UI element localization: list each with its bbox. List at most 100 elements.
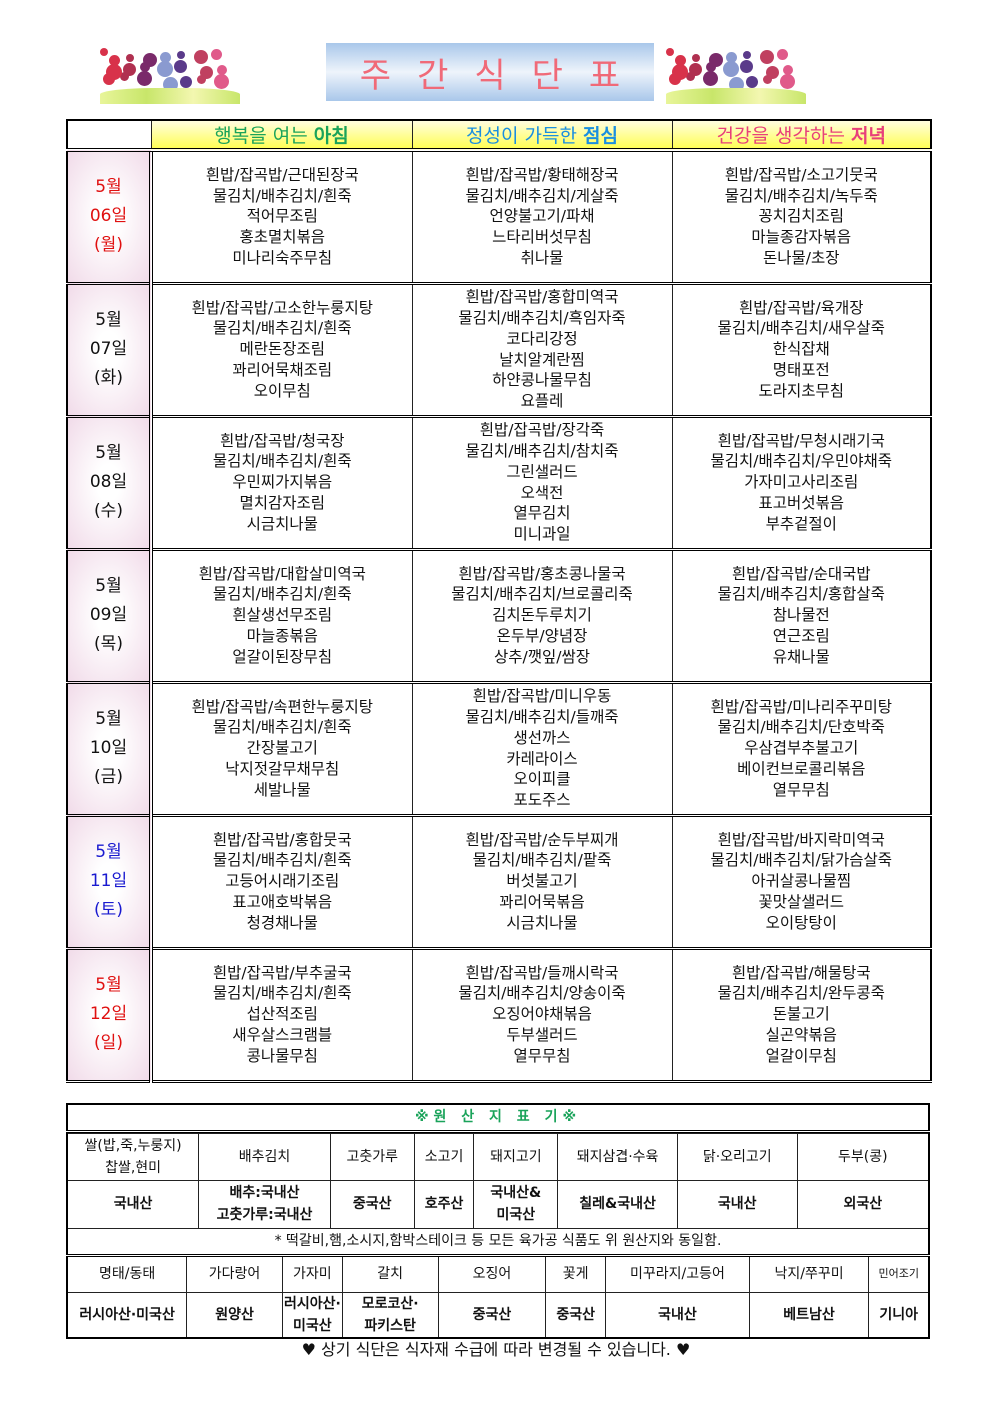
- menu-item: 오색전: [520, 483, 564, 502]
- origin-country-row-2-cell: 중국산: [545, 1291, 607, 1338]
- menu-item: 얼갈이된장무침: [232, 647, 333, 666]
- menu-item: 새우살스크램블: [232, 1025, 333, 1044]
- day-cell: 5월 10일 (금): [66, 681, 153, 817]
- origin-text: 쌀(밥,죽,누룽지): [84, 1137, 182, 1154]
- origin-text: 낙지/쭈꾸미: [774, 1266, 844, 1282]
- grass: [666, 88, 806, 104]
- menu-item: 간장불고기: [246, 739, 318, 758]
- menu-item: 요플레: [520, 391, 564, 410]
- flower-icon: [157, 61, 173, 77]
- menu-item: 흰밥/잡곡밥/미나리주꾸미탕: [710, 697, 893, 716]
- menu-item: 시금치나물: [246, 514, 318, 533]
- origin-country-row-cell: 호주산: [413, 1179, 475, 1229]
- menu-item: 느타리버섯무침: [492, 228, 592, 247]
- menu-item: 오징어야채볶음: [492, 1005, 592, 1024]
- menu-item: 흰밥/잡곡밥/홍합미역국: [465, 288, 619, 307]
- day-month: 5월: [95, 975, 122, 995]
- title-char: 단: [531, 55, 563, 96]
- flower-icon: [180, 76, 192, 88]
- day-row: 5월 10일 (금) 흰밥/잡곡밥/속편한누룽지탕 물김치/배추김치/흰죽 간장불고기 낙지…: [66, 681, 932, 817]
- origin-text: 중국산: [352, 1196, 392, 1212]
- menu-item: 하얀콩나물무침: [492, 371, 592, 390]
- menu-item: 물김치/배추김치/흰죽: [212, 186, 352, 205]
- flower-icon: [140, 62, 150, 72]
- flower-icon: [217, 65, 227, 75]
- flower-icon: [143, 53, 157, 67]
- flower-icon: [763, 75, 772, 84]
- menu-item: 물김치/배추김치/양송이죽: [458, 984, 626, 1003]
- menu-item: 흰밥/잡곡밥/청국장: [219, 431, 345, 450]
- menu-item: 메란돈장조림: [239, 340, 326, 359]
- menu-item: 두부샐러드: [506, 1025, 578, 1044]
- flower-decoration-right: [666, 42, 806, 104]
- menu-cell: 흰밥/잡곡밥/바지락미역국 물김치/배추김치/닭가슴살죽 아귀살콩나물찜 꽃맛살샐러드…: [671, 814, 932, 950]
- menu-item: 물김치/배추김치/흰죽: [212, 984, 352, 1003]
- menu-item: 꽁치김치조림: [758, 207, 845, 226]
- menu-item: 미나리숙주무침: [232, 248, 333, 267]
- menu-item: 얼갈이무침: [765, 1046, 837, 1065]
- origin-text: 미국산: [496, 1207, 536, 1223]
- origin-country-row-cell: 배추:국내산 고춧가루:국내산: [198, 1179, 331, 1229]
- origin-text: 원양산: [215, 1306, 254, 1323]
- menu-cell: 흰밥/잡곡밥/장각죽 물김치/배추김치/참치죽 그린샐러드 오색전 열무김치 미니과일: [411, 415, 673, 551]
- menu-item: 돈나물/초장: [762, 248, 840, 267]
- menu-item: 멸치감자조림: [239, 493, 326, 512]
- menu-item: 명태포전: [772, 360, 830, 379]
- origin-item-row-2-cell: 오징어: [437, 1254, 547, 1293]
- flower-icon: [106, 64, 122, 80]
- menu-item: 실곤약볶음: [765, 1025, 837, 1044]
- menu-item: 취나물: [520, 248, 564, 267]
- day-weekday: (수): [94, 501, 123, 521]
- menu-item: 참나물전: [772, 606, 830, 625]
- origin-country-row-cell: 국내산& 미국산: [473, 1179, 559, 1229]
- menu-cell: 흰밥/잡곡밥/미니우동 물김치/배추김치/들깨죽 생선까스 카레라이스 오이피클 포도주스: [411, 681, 673, 817]
- origin-text: 미국산: [293, 1317, 332, 1334]
- menu-item: 흰밥/잡곡밥/대합살미역국: [198, 564, 366, 583]
- menu-item: 언양불고기/파채: [489, 207, 595, 226]
- menu-cell: 흰밥/잡곡밥/해물탕국 물김치/배추김치/완두콩죽 돈불고기 실곤약볶음 얼갈이무침: [671, 947, 932, 1083]
- origin-text: 미꾸라지/고등어: [629, 1266, 725, 1282]
- menu-item: 표고애호박볶음: [232, 892, 333, 911]
- flower-icon: [126, 54, 134, 62]
- origin-text: 기니아: [879, 1306, 919, 1323]
- origin-text: 베트남산: [783, 1306, 835, 1323]
- menu-item: 물김치/배추김치/브로콜리죽: [451, 585, 633, 604]
- flower-icon: [120, 72, 129, 81]
- origin-country-row-cell: 국내산: [66, 1179, 200, 1229]
- menu-cell: 흰밥/잡곡밥/홍초콩나물국 물김치/배추김치/브로콜리죽 김치돈두루치기 온두부/양념…: [411, 548, 673, 684]
- origin-text: 갈치: [377, 1266, 404, 1282]
- menu-cell: 흰밥/잡곡밥/부추굴국 물김치/배추김치/흰죽 섭산적조림 새우살스크램블 콩나물무침: [150, 947, 413, 1083]
- menu-item: 물김치/배추김치/흰죽: [212, 851, 352, 870]
- day-month: 5월: [95, 443, 122, 463]
- origin-text: 러시아산·: [283, 1295, 341, 1312]
- menu-item: 꽈리어묵볶음: [499, 892, 585, 911]
- menu-item: 물김치/배추김치/녹두죽: [724, 186, 878, 205]
- flower-icon: [703, 71, 718, 86]
- flower-icon: [766, 66, 779, 79]
- flower-icon: [780, 74, 795, 89]
- origin-text: 러시아산·미국산: [79, 1306, 175, 1323]
- menu-cell: 흰밥/잡곡밥/들깨시락국 물김치/배추김치/양송이죽 오징어야채볶음 두부샐러드 열무무…: [411, 947, 673, 1083]
- menu-cell: 흰밥/잡곡밥/청국장 물김치/배추김치/흰죽 우민찌가지볶음 멸치감자조림 시금치나물: [150, 415, 413, 551]
- menu-cell: 흰밥/잡곡밥/황태해장국 물김치/배추김치/게살죽 언양불고기/파채 느타리버섯무침 취…: [411, 149, 673, 285]
- menu-item: 홍초멸치볶음: [239, 228, 326, 247]
- flower-icon: [723, 61, 739, 77]
- day-month: 5월: [95, 177, 122, 198]
- origin-item-row-cell: 닭·오리고기: [676, 1132, 798, 1181]
- origin-title: ※원 산 지 표 기※: [66, 1103, 930, 1133]
- day-weekday: (금): [94, 767, 123, 787]
- menu-cell: 흰밥/잡곡밥/근대된장국 물김치/배추김치/흰죽 적어무조림 홍초멸치볶음 미나리숙주무…: [150, 149, 413, 285]
- meal-header-name: 점심: [583, 125, 618, 147]
- origin-text: 호주산: [424, 1196, 464, 1212]
- menu-item: 흰밥/잡곡밥/무청시래기국: [717, 431, 885, 450]
- origin-country-row-2: 러시아산·미국산 원양산 러시아산· 미국산 모로코산· 파키스탄 중국산 중국산 국내산 베트남…: [66, 1291, 930, 1338]
- menu-item: 물김치/배추김치/흰죽: [212, 585, 352, 604]
- menu-item: 흰밥/잡곡밥/황태해장국: [465, 165, 619, 184]
- origin-text: 외국산: [843, 1196, 883, 1212]
- menu-item: 버섯불고기: [506, 872, 578, 891]
- menu-item: 김치돈두루치기: [492, 606, 592, 625]
- origin-item-row-2-cell: 민어조기: [868, 1254, 930, 1293]
- grass: [100, 88, 240, 104]
- menu-item: 베이컨브로콜리볶음: [737, 759, 866, 778]
